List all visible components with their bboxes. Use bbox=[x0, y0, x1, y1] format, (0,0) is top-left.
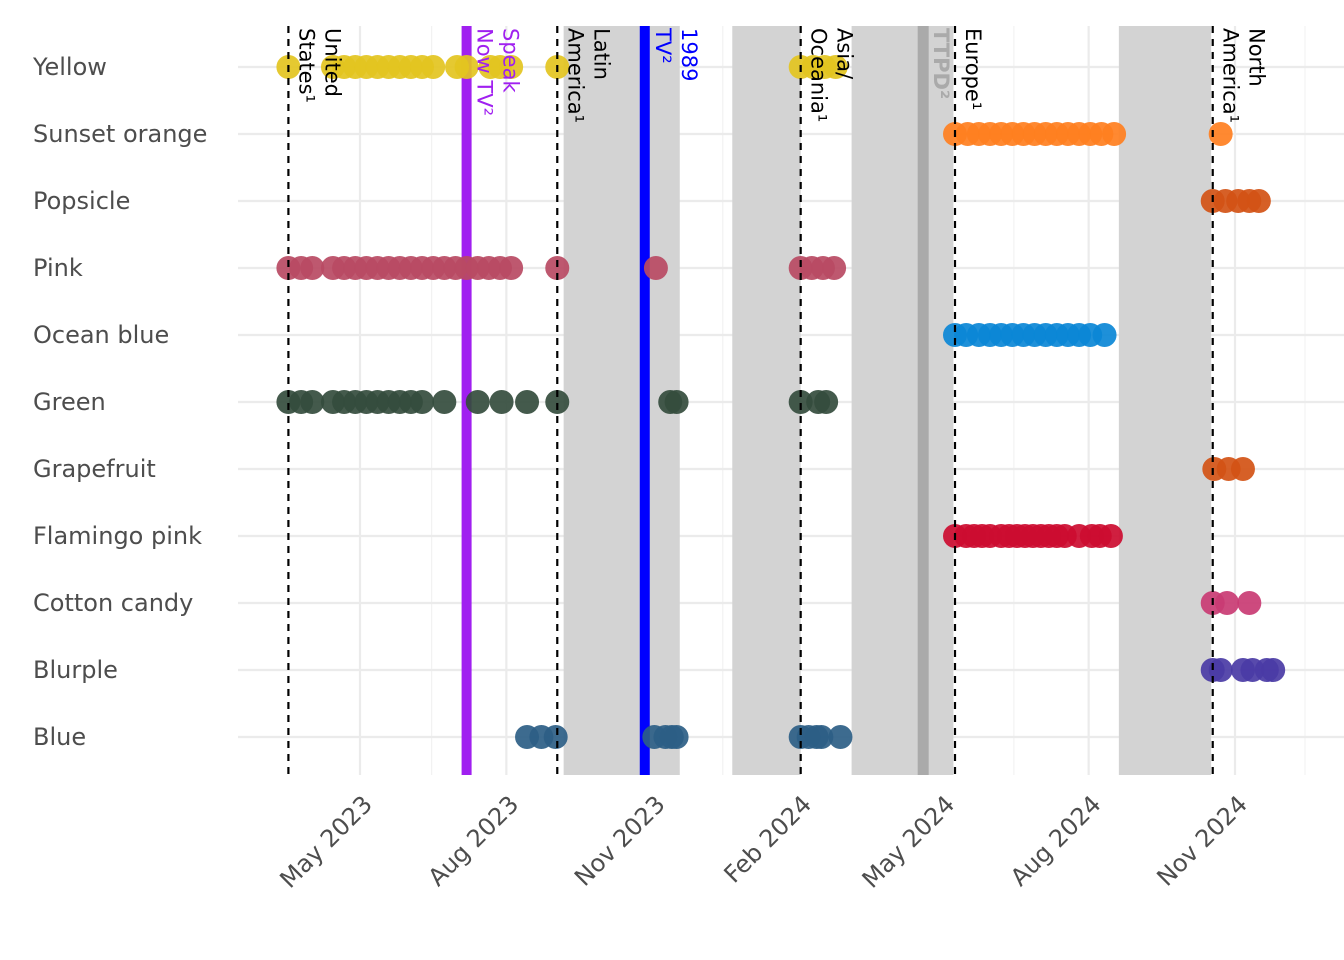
x-axis-labels: May 2023 Aug 2023 Nov 2023 Feb 2024 May 2024… bbox=[274, 790, 1252, 893]
annotation-text: Speak bbox=[499, 28, 523, 93]
data-point bbox=[1261, 658, 1286, 682]
x-tick-label: Aug 2024 bbox=[1005, 790, 1107, 892]
category-label: Sunset orange bbox=[33, 120, 207, 148]
annotation-text: States¹ bbox=[294, 28, 318, 103]
data-point bbox=[814, 390, 839, 414]
category-label: Cotton candy bbox=[33, 589, 193, 617]
data-point bbox=[828, 725, 853, 749]
annotation-text: America¹ bbox=[1219, 28, 1243, 123]
x-tick-label: Nov 2024 bbox=[1151, 790, 1253, 892]
annotation-label: Asia/Oceania¹ bbox=[807, 28, 857, 122]
series-blue bbox=[515, 725, 853, 749]
category-label: Ocean blue bbox=[33, 321, 169, 349]
annotation-text: TV² bbox=[651, 27, 675, 64]
data-point bbox=[1208, 122, 1233, 146]
data-point bbox=[664, 725, 689, 749]
data-point bbox=[543, 725, 568, 749]
data-point bbox=[300, 390, 325, 414]
data-point bbox=[545, 390, 570, 414]
data-point bbox=[489, 390, 514, 414]
series-green bbox=[276, 390, 839, 414]
region-lines bbox=[287, 26, 1214, 775]
data-point bbox=[1098, 524, 1123, 548]
data-point bbox=[1092, 323, 1117, 347]
category-label: Blurple bbox=[33, 656, 118, 684]
annotation-text: America¹ bbox=[563, 28, 587, 123]
data-point bbox=[454, 55, 479, 79]
x-tick-label: Nov 2023 bbox=[569, 790, 671, 892]
category-label: Popsicle bbox=[33, 187, 130, 215]
x-tick-label: Feb 2024 bbox=[719, 790, 817, 888]
category-label: Grapefruit bbox=[33, 455, 156, 483]
annotation-text: Latin bbox=[589, 28, 613, 80]
series-blurple bbox=[1200, 658, 1286, 682]
series-sunset-orange bbox=[943, 122, 1233, 146]
data-point bbox=[1208, 658, 1233, 682]
series-cotton-candy bbox=[1200, 591, 1262, 615]
data-point bbox=[823, 55, 848, 79]
annotation-label: TTPD² bbox=[929, 28, 953, 99]
data-point bbox=[664, 390, 689, 414]
series-popsicle bbox=[1200, 189, 1271, 213]
data-point bbox=[822, 256, 847, 280]
annotation-text: Europe¹ bbox=[961, 28, 985, 110]
shaded-period bbox=[851, 26, 954, 775]
data-point bbox=[410, 390, 435, 414]
y-axis-labels: Yellow Sunset orange Popsicle Pink Ocean blu… bbox=[32, 53, 207, 751]
annotation-text: Oceania¹ bbox=[807, 28, 831, 122]
shaded-period bbox=[1118, 26, 1212, 775]
data-point bbox=[545, 256, 570, 280]
data-point bbox=[1215, 591, 1240, 615]
data-point bbox=[788, 390, 813, 414]
annotation-text: North bbox=[1245, 28, 1269, 87]
data-point bbox=[421, 55, 446, 79]
data-point bbox=[499, 55, 524, 79]
annotation-text: Asia/ bbox=[833, 28, 857, 80]
data-point bbox=[643, 256, 668, 280]
series-grapefruit bbox=[1202, 457, 1255, 481]
annotation-text: United bbox=[320, 28, 344, 97]
series-flamingo-pink bbox=[943, 524, 1123, 548]
data-points bbox=[276, 55, 1286, 749]
data-point bbox=[465, 390, 490, 414]
annotation-text: 1989 bbox=[677, 28, 701, 81]
data-point bbox=[499, 256, 524, 280]
series-pink bbox=[276, 256, 847, 280]
x-tick-label: May 2024 bbox=[857, 790, 960, 893]
category-label: Pink bbox=[33, 254, 83, 282]
data-point bbox=[300, 256, 325, 280]
series-ocean-blue bbox=[943, 323, 1117, 347]
data-point bbox=[515, 390, 540, 414]
series-yellow bbox=[276, 55, 848, 79]
data-point bbox=[1102, 122, 1127, 146]
data-point bbox=[809, 725, 834, 749]
data-point bbox=[432, 390, 457, 414]
annotation-label: Europe¹ bbox=[961, 28, 985, 110]
category-label: Blue bbox=[33, 723, 86, 751]
category-label: Flamingo pink bbox=[33, 522, 202, 550]
data-point bbox=[1230, 457, 1255, 481]
category-label: Yellow bbox=[32, 53, 107, 81]
x-tick-label: Aug 2023 bbox=[423, 790, 525, 892]
data-point bbox=[1246, 189, 1271, 213]
annotation-text: TTPD² bbox=[929, 28, 953, 99]
x-tick-label: May 2023 bbox=[274, 790, 377, 893]
data-point bbox=[1237, 591, 1262, 615]
annotation-text: Now TV² bbox=[473, 28, 497, 116]
category-label: Green bbox=[33, 388, 106, 416]
